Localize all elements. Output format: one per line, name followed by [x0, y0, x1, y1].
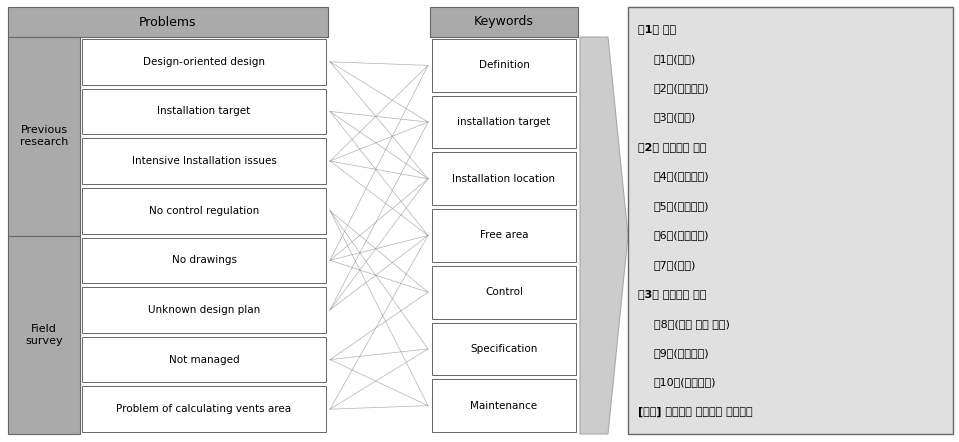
- Bar: [628, 7, 953, 434]
- Text: No control regulation: No control regulation: [149, 206, 259, 216]
- Text: Free area: Free area: [480, 230, 528, 240]
- Text: Previous
research: Previous research: [20, 126, 68, 147]
- Bar: [432, 379, 576, 432]
- Bar: [82, 39, 326, 84]
- Text: Design-oriented design: Design-oriented design: [143, 57, 265, 67]
- Text: Problems: Problems: [139, 15, 197, 28]
- Text: 제7조(제어): 제7조(제어): [654, 259, 696, 270]
- Bar: [432, 152, 576, 205]
- Bar: [430, 7, 578, 37]
- Text: 제1장 쳙칙: 제1장 쳙칙: [638, 24, 676, 34]
- Text: Problem of calculating vents area: Problem of calculating vents area: [116, 404, 292, 414]
- Text: 제4조(적용대상): 제4조(적용대상): [654, 171, 710, 181]
- Text: Maintenance: Maintenance: [471, 400, 538, 411]
- Text: Installation target: Installation target: [157, 107, 250, 116]
- Text: 제10조(유지관리): 제10조(유지관리): [654, 377, 716, 388]
- Bar: [82, 138, 326, 184]
- Text: 제1조(목적): 제1조(목적): [654, 53, 696, 64]
- Text: [별표] 배연창의 유효면적 산정기준: [별표] 배연창의 유효면적 산정기준: [638, 407, 753, 417]
- Bar: [432, 39, 576, 91]
- Text: 제5조(설치위치): 제5조(설치위치): [654, 201, 710, 211]
- Text: Specification: Specification: [470, 344, 538, 354]
- Bar: [82, 337, 326, 382]
- Text: No drawings: No drawings: [172, 255, 237, 265]
- Bar: [432, 266, 576, 319]
- Bar: [82, 89, 326, 134]
- Text: 제9조(성능기준): 제9조(성능기준): [654, 348, 710, 358]
- Bar: [82, 237, 326, 283]
- Text: Not managed: Not managed: [169, 354, 240, 365]
- Text: Unknown design plan: Unknown design plan: [148, 305, 260, 315]
- Text: 제6조(유효면적): 제6조(유효면적): [654, 230, 710, 240]
- Bar: [82, 188, 326, 233]
- Text: 제8조(제품 설계 기준): 제8조(제품 설계 기준): [654, 319, 730, 328]
- Text: Installation location: Installation location: [453, 174, 555, 184]
- Text: Keywords: Keywords: [474, 15, 534, 28]
- Bar: [432, 96, 576, 149]
- Text: Control: Control: [485, 287, 523, 297]
- Bar: [432, 323, 576, 375]
- Bar: [432, 209, 576, 262]
- Bar: [82, 287, 326, 333]
- Bar: [8, 236, 80, 434]
- Bar: [82, 386, 326, 432]
- Bar: [8, 37, 80, 236]
- Text: 제3장 배연창의 관리: 제3장 배연창의 관리: [638, 289, 707, 299]
- Polygon shape: [580, 37, 628, 434]
- Bar: [8, 7, 328, 37]
- Text: 제3조(정의): 제3조(정의): [654, 112, 696, 122]
- Text: 제2장 배연창의 설치: 제2장 배연창의 설치: [638, 142, 707, 152]
- Text: Field
survey: Field survey: [25, 324, 62, 346]
- Text: 제2조(적용범위): 제2조(적용범위): [654, 83, 710, 93]
- Text: Definition: Definition: [479, 61, 529, 70]
- Text: installation target: installation target: [457, 117, 550, 127]
- Text: Intensive Installation issues: Intensive Installation issues: [131, 156, 276, 166]
